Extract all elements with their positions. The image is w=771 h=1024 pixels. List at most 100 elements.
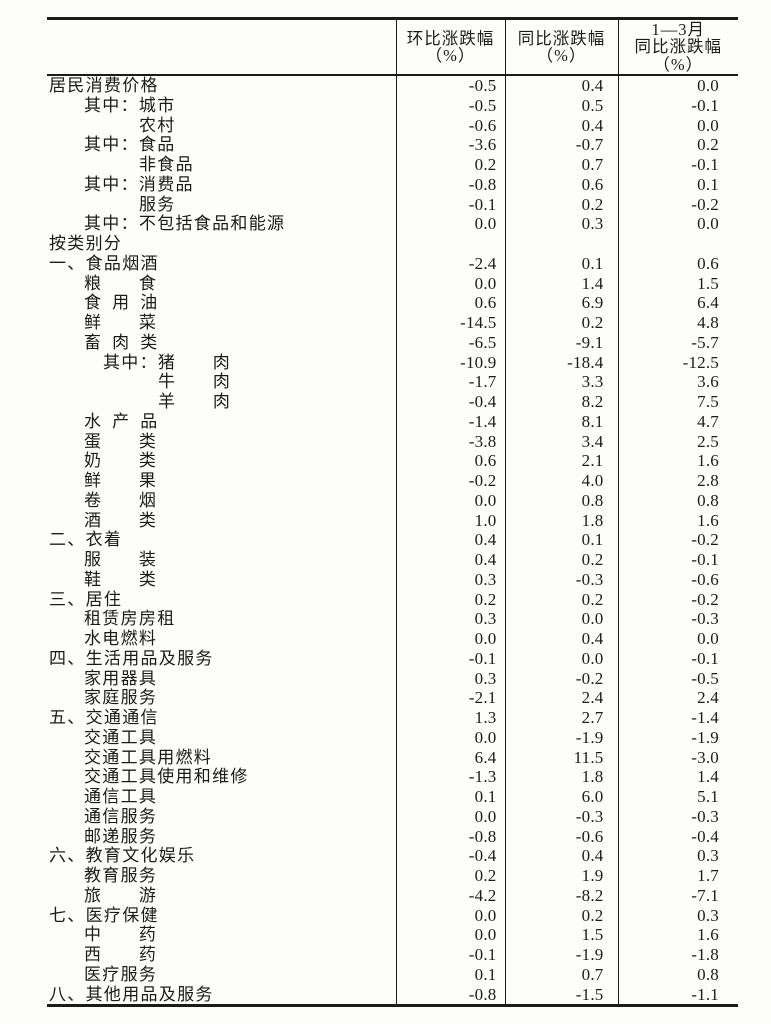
row-label-text: 鲜 果 — [84, 471, 158, 490]
row-label-text: 农村 — [139, 115, 176, 135]
cpi-table: 环比涨跌幅 （%） 同比涨跌幅 （%） 1—3月 同比涨跌幅 （%） 居民消费价… — [47, 17, 738, 1008]
row-label-text: 交通通信 — [85, 708, 159, 727]
row-label: 五、交通通信 — [47, 708, 396, 728]
value-cell: -1.5 — [504, 984, 618, 1006]
row-label: 鲜 果 — [47, 471, 396, 491]
row-label-text: 城市 — [138, 95, 176, 115]
column-header-ytd-yoy-change: 1—3月 同比涨跌幅 （%） — [617, 18, 738, 76]
value-cell: -12.5 — [617, 352, 738, 373]
value-cell: 1.6 — [617, 510, 738, 531]
table-row: 家庭服务 -2.1 2.4 2.4 — [47, 688, 738, 708]
value-cell: 2.4 — [504, 688, 618, 708]
value-cell: -0.4 — [395, 392, 505, 412]
row-label-text: 羊 肉 — [158, 392, 232, 411]
value-cell: 8.2 — [504, 392, 618, 412]
value-cell: -0.5 — [395, 75, 505, 96]
table-row: 家用器具 0.3 -0.2 -0.5 — [47, 668, 738, 689]
row-label-text: 中 药 — [84, 925, 158, 945]
value-cell: 0.7 — [504, 155, 618, 175]
table-row: 居民消费价格 -0.5 0.4 0.0 — [47, 75, 738, 96]
value-cell: -0.1 — [617, 648, 738, 669]
header-line: 同比涨跌幅 — [634, 37, 722, 57]
table-row: 鞋 类 0.3 -0.3 -0.6 — [47, 569, 738, 590]
row-label: 卷 烟 — [47, 491, 396, 511]
value-cell: -0.3 — [504, 806, 618, 827]
value-cell — [395, 234, 505, 254]
value-cell: 0.3 — [395, 668, 505, 689]
value-cell: 0.4 — [395, 550, 505, 570]
value-cell: 3.6 — [617, 372, 738, 392]
table-row: 旅 游 -4.2 -8.2 -7.1 — [47, 885, 738, 906]
row-label-prefix: 三、 — [49, 589, 86, 609]
value-cell: -0.2 — [617, 530, 738, 550]
row-label-text: 牛 肉 — [158, 372, 232, 392]
value-cell: 0.4 — [504, 846, 618, 866]
row-label: 服 装 — [47, 550, 396, 570]
row-label: 六、教育文化娱乐 — [47, 846, 396, 866]
table-row: 西 药 -0.1 -1.9 -1.8 — [47, 945, 738, 965]
value-cell: -0.4 — [395, 846, 505, 866]
value-cell: -9.1 — [504, 332, 618, 353]
value-cell: 0.3 — [504, 214, 618, 234]
value-cell: -1.4 — [617, 708, 738, 728]
table-row: 其中：不包括食品和能源 0.0 0.3 0.0 — [47, 214, 738, 234]
table-row: 卷 烟 0.0 0.8 0.8 — [47, 490, 738, 511]
value-cell: 1.8 — [504, 767, 618, 787]
value-cell: -0.8 — [395, 174, 505, 195]
column-header-category — [47, 18, 396, 76]
value-cell: 4.7 — [617, 411, 738, 432]
value-cell: 2.7 — [504, 708, 618, 728]
value-cell: -1.9 — [617, 727, 738, 748]
value-cell: 1.9 — [504, 866, 618, 886]
row-label: 居民消费价格 — [47, 75, 396, 96]
value-cell: 0.1 — [617, 174, 738, 195]
row-label-text: 卷 烟 — [84, 490, 158, 510]
value-cell: 6.4 — [617, 293, 738, 313]
row-label-text: 邮递服务 — [84, 826, 158, 846]
row-label-prefix: 其中： — [84, 214, 139, 234]
row-label: 教育服务 — [47, 866, 396, 886]
value-cell: 4.0 — [504, 471, 618, 491]
table-row: 七、医疗保健 0.0 0.2 0.3 — [47, 905, 738, 926]
value-cell: 0.1 — [395, 964, 505, 985]
value-cell: 0.0 — [395, 490, 505, 511]
row-label: 家用器具 — [47, 669, 396, 689]
value-cell: -0.3 — [504, 569, 618, 590]
row-label-prefix: 其中： — [84, 95, 139, 115]
row-label: 牛 肉 — [47, 372, 396, 392]
value-cell: 0.2 — [395, 866, 505, 886]
value-cell: -1.8 — [617, 945, 738, 965]
value-cell: 0.2 — [504, 589, 618, 610]
column-header-yoy-change: 同比涨跌幅 （%） — [504, 18, 618, 76]
row-label-text: 居民消费价格 — [49, 76, 159, 95]
row-label: 非食品 — [47, 155, 396, 175]
value-cell: 1.4 — [504, 273, 618, 294]
value-cell: 2.5 — [617, 431, 738, 452]
value-cell: 1.5 — [504, 925, 618, 945]
value-cell: 0.8 — [617, 964, 738, 985]
value-cell: -0.3 — [617, 806, 738, 827]
row-label-text: 猪 肉 — [157, 352, 232, 372]
table-row: 中 药 0.0 1.5 1.6 — [47, 925, 738, 945]
header-line: 1—3月 — [651, 19, 705, 39]
row-label: 粮 食 — [47, 274, 396, 294]
header-line: （%） — [653, 54, 704, 74]
value-cell: 0.0 — [617, 629, 738, 649]
row-label: 西 药 — [47, 945, 396, 965]
table-row: 二、衣着 0.4 0.1 -0.2 — [47, 530, 738, 550]
row-label: 交通工具使用和维修 — [47, 767, 396, 787]
value-cell: 2.4 — [617, 688, 738, 708]
value-cell: 0.2 — [395, 155, 505, 175]
value-cell: 0.1 — [504, 530, 618, 550]
value-cell: 0.1 — [504, 253, 618, 274]
table-row: 非食品 0.2 0.7 -0.1 — [47, 155, 738, 175]
value-cell: 0.4 — [504, 629, 618, 649]
table-row: 农村 -0.6 0.4 0.0 — [47, 115, 738, 136]
value-cell: 5.1 — [617, 787, 738, 807]
row-label-text: 食 用 油 — [84, 293, 159, 313]
value-cell: 0.6 — [395, 293, 505, 313]
row-label: 其中：食品 — [47, 135, 396, 155]
value-cell: 7.5 — [617, 392, 738, 412]
table-row: 通信服务 0.0 -0.3 -0.3 — [47, 806, 738, 827]
row-label: 其中：城市 — [47, 96, 396, 116]
